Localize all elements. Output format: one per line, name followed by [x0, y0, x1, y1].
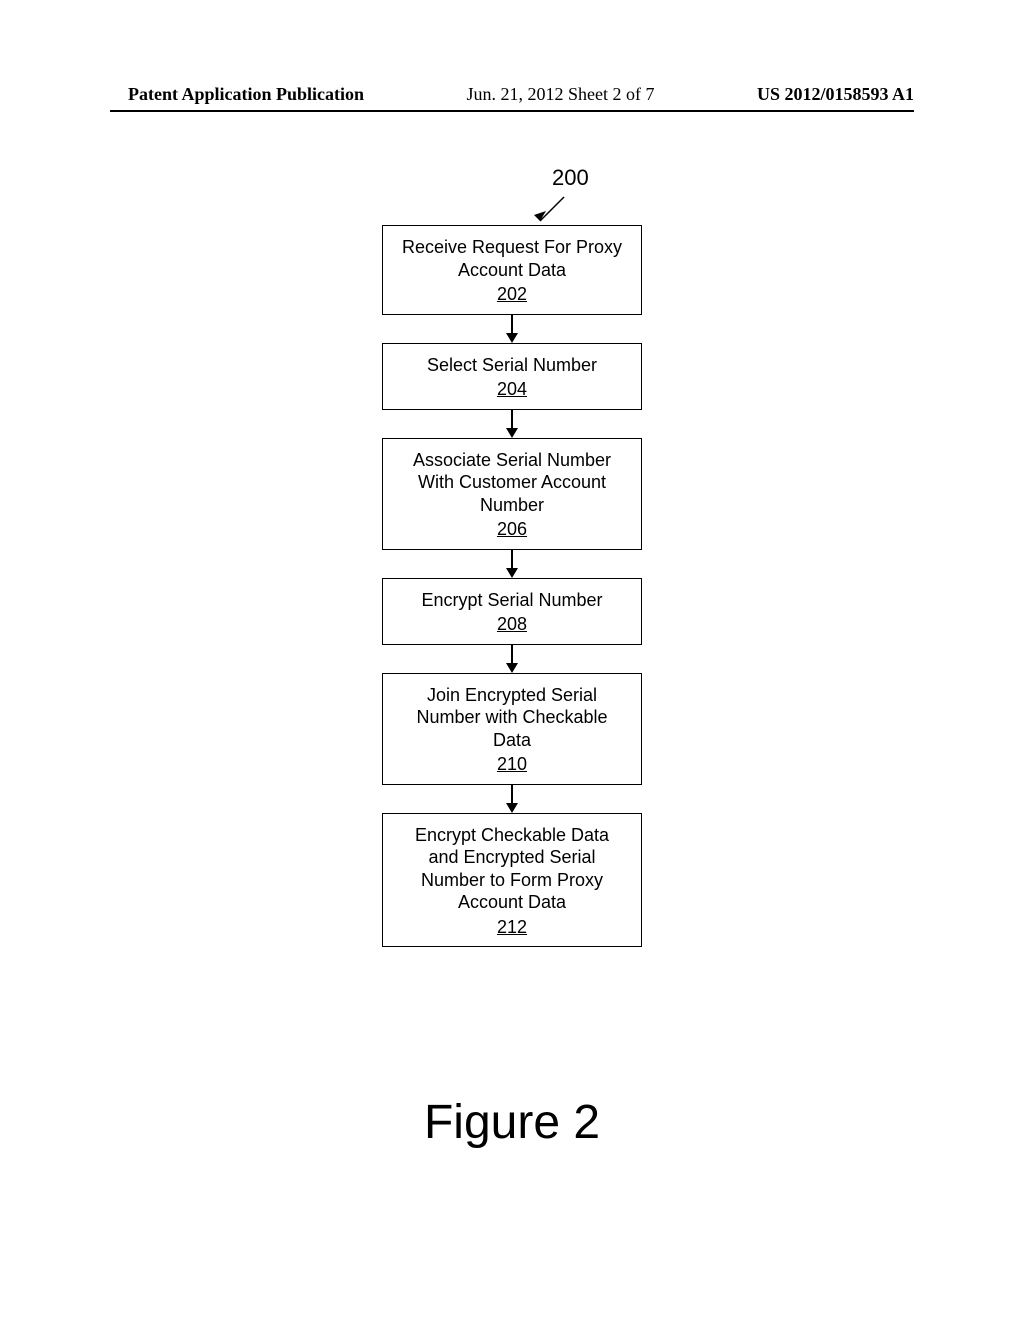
header-rule — [110, 110, 914, 112]
arrow-icon — [506, 645, 518, 673]
figure-caption: Figure 2 — [0, 1095, 1024, 1150]
publication-label: Patent Application Publication — [128, 84, 364, 105]
page: Patent Application Publication Jun. 21, … — [0, 0, 1024, 1320]
flow-step-212: Encrypt Checkable Data and Encrypted Ser… — [382, 813, 642, 948]
arrow-icon — [506, 550, 518, 578]
step-ref: 210 — [497, 753, 527, 776]
step-text: Number to Form Proxy — [391, 869, 633, 892]
step-text: Receive Request For Proxy — [391, 236, 633, 259]
flow-step-210: Join Encrypted Serial Number with Checka… — [382, 673, 642, 785]
flow-step-208: Encrypt Serial Number 208 — [382, 578, 642, 645]
flow-step-202: Receive Request For Proxy Account Data 2… — [382, 225, 642, 315]
step-ref: 212 — [497, 916, 527, 939]
arrow-icon — [506, 315, 518, 343]
step-text: Encrypt Checkable Data — [391, 824, 633, 847]
step-text: Join Encrypted Serial — [391, 684, 633, 707]
step-text: Number with Checkable — [391, 706, 633, 729]
step-text: Account Data — [391, 891, 633, 914]
arrow-icon — [506, 785, 518, 813]
step-text: Encrypt Serial Number — [391, 589, 633, 612]
flow-step-206: Associate Serial Number With Customer Ac… — [382, 438, 642, 550]
ref-200-label: 200 — [552, 165, 589, 191]
page-header: Patent Application Publication Jun. 21, … — [0, 84, 1024, 105]
step-text: Select Serial Number — [391, 354, 633, 377]
step-text: Number — [391, 494, 633, 517]
publication-number: US 2012/0158593 A1 — [757, 84, 914, 105]
step-text: Account Data — [391, 259, 633, 282]
step-ref: 208 — [497, 613, 527, 636]
figure-reference-200: 200 — [422, 165, 682, 225]
step-text: With Customer Account — [391, 471, 633, 494]
step-ref: 206 — [497, 518, 527, 541]
flow-step-204: Select Serial Number 204 — [382, 343, 642, 410]
step-text: Data — [391, 729, 633, 752]
step-ref: 204 — [497, 378, 527, 401]
step-text: Associate Serial Number — [391, 449, 633, 472]
date-sheet-label: Jun. 21, 2012 Sheet 2 of 7 — [467, 84, 655, 105]
flowchart: 200 Receive Request For Proxy Account Da… — [0, 165, 1024, 947]
step-ref: 202 — [497, 283, 527, 306]
arrow-icon — [506, 410, 518, 438]
ref-200-lead-line-icon — [532, 193, 572, 227]
step-text: and Encrypted Serial — [391, 846, 633, 869]
